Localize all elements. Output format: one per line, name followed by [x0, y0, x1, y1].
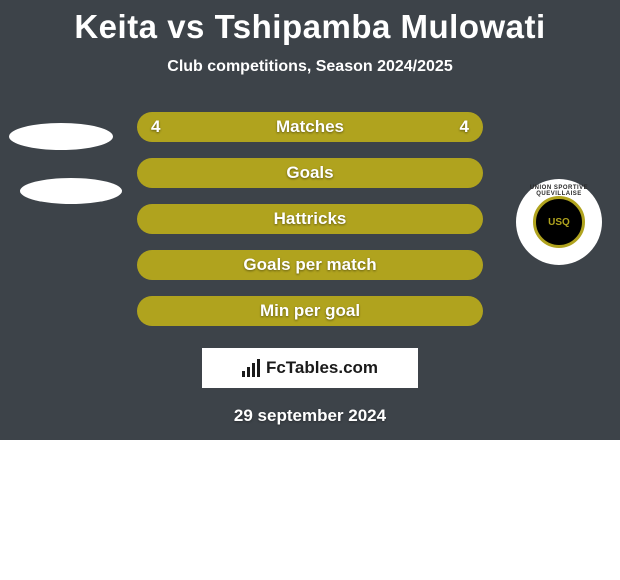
stat-row: Hattricks — [137, 204, 483, 234]
date-label: 29 september 2024 — [0, 406, 620, 426]
stat-row: 4 Matches 4 — [137, 112, 483, 142]
stat-right-value: 4 — [460, 117, 469, 137]
stat-row: Goals per match — [137, 250, 483, 280]
subtitle: Club competitions, Season 2024/2025 — [0, 58, 620, 76]
fctables-text: FcTables.com — [266, 358, 378, 378]
stat-label: Matches — [276, 117, 344, 137]
left-club-badge-placeholder-1 — [9, 123, 113, 150]
right-club-badge: UNION SPORTIVE QUEVILLAISE USQ — [516, 179, 602, 265]
stat-label: Hattricks — [274, 209, 347, 229]
comparison-card: Keita vs Tshipamba Mulowati Club competi… — [0, 0, 620, 440]
right-club-badge-text: UNION SPORTIVE QUEVILLAISE — [516, 185, 602, 197]
stat-label: Min per goal — [260, 301, 360, 321]
fctables-watermark: FcTables.com — [202, 348, 418, 388]
stat-row: Min per goal — [137, 296, 483, 326]
left-club-badge-placeholder-2 — [20, 178, 122, 204]
bar-chart-icon — [242, 359, 260, 377]
stat-left-value: 4 — [151, 117, 160, 137]
stat-label: Goals per match — [243, 255, 376, 275]
right-club-badge-inner: USQ — [533, 196, 585, 248]
stat-label: Goals — [286, 163, 333, 183]
stat-row: Goals — [137, 158, 483, 188]
page-title: Keita vs Tshipamba Mulowati — [0, 0, 620, 46]
right-club-badge-mark: USQ — [548, 217, 570, 228]
